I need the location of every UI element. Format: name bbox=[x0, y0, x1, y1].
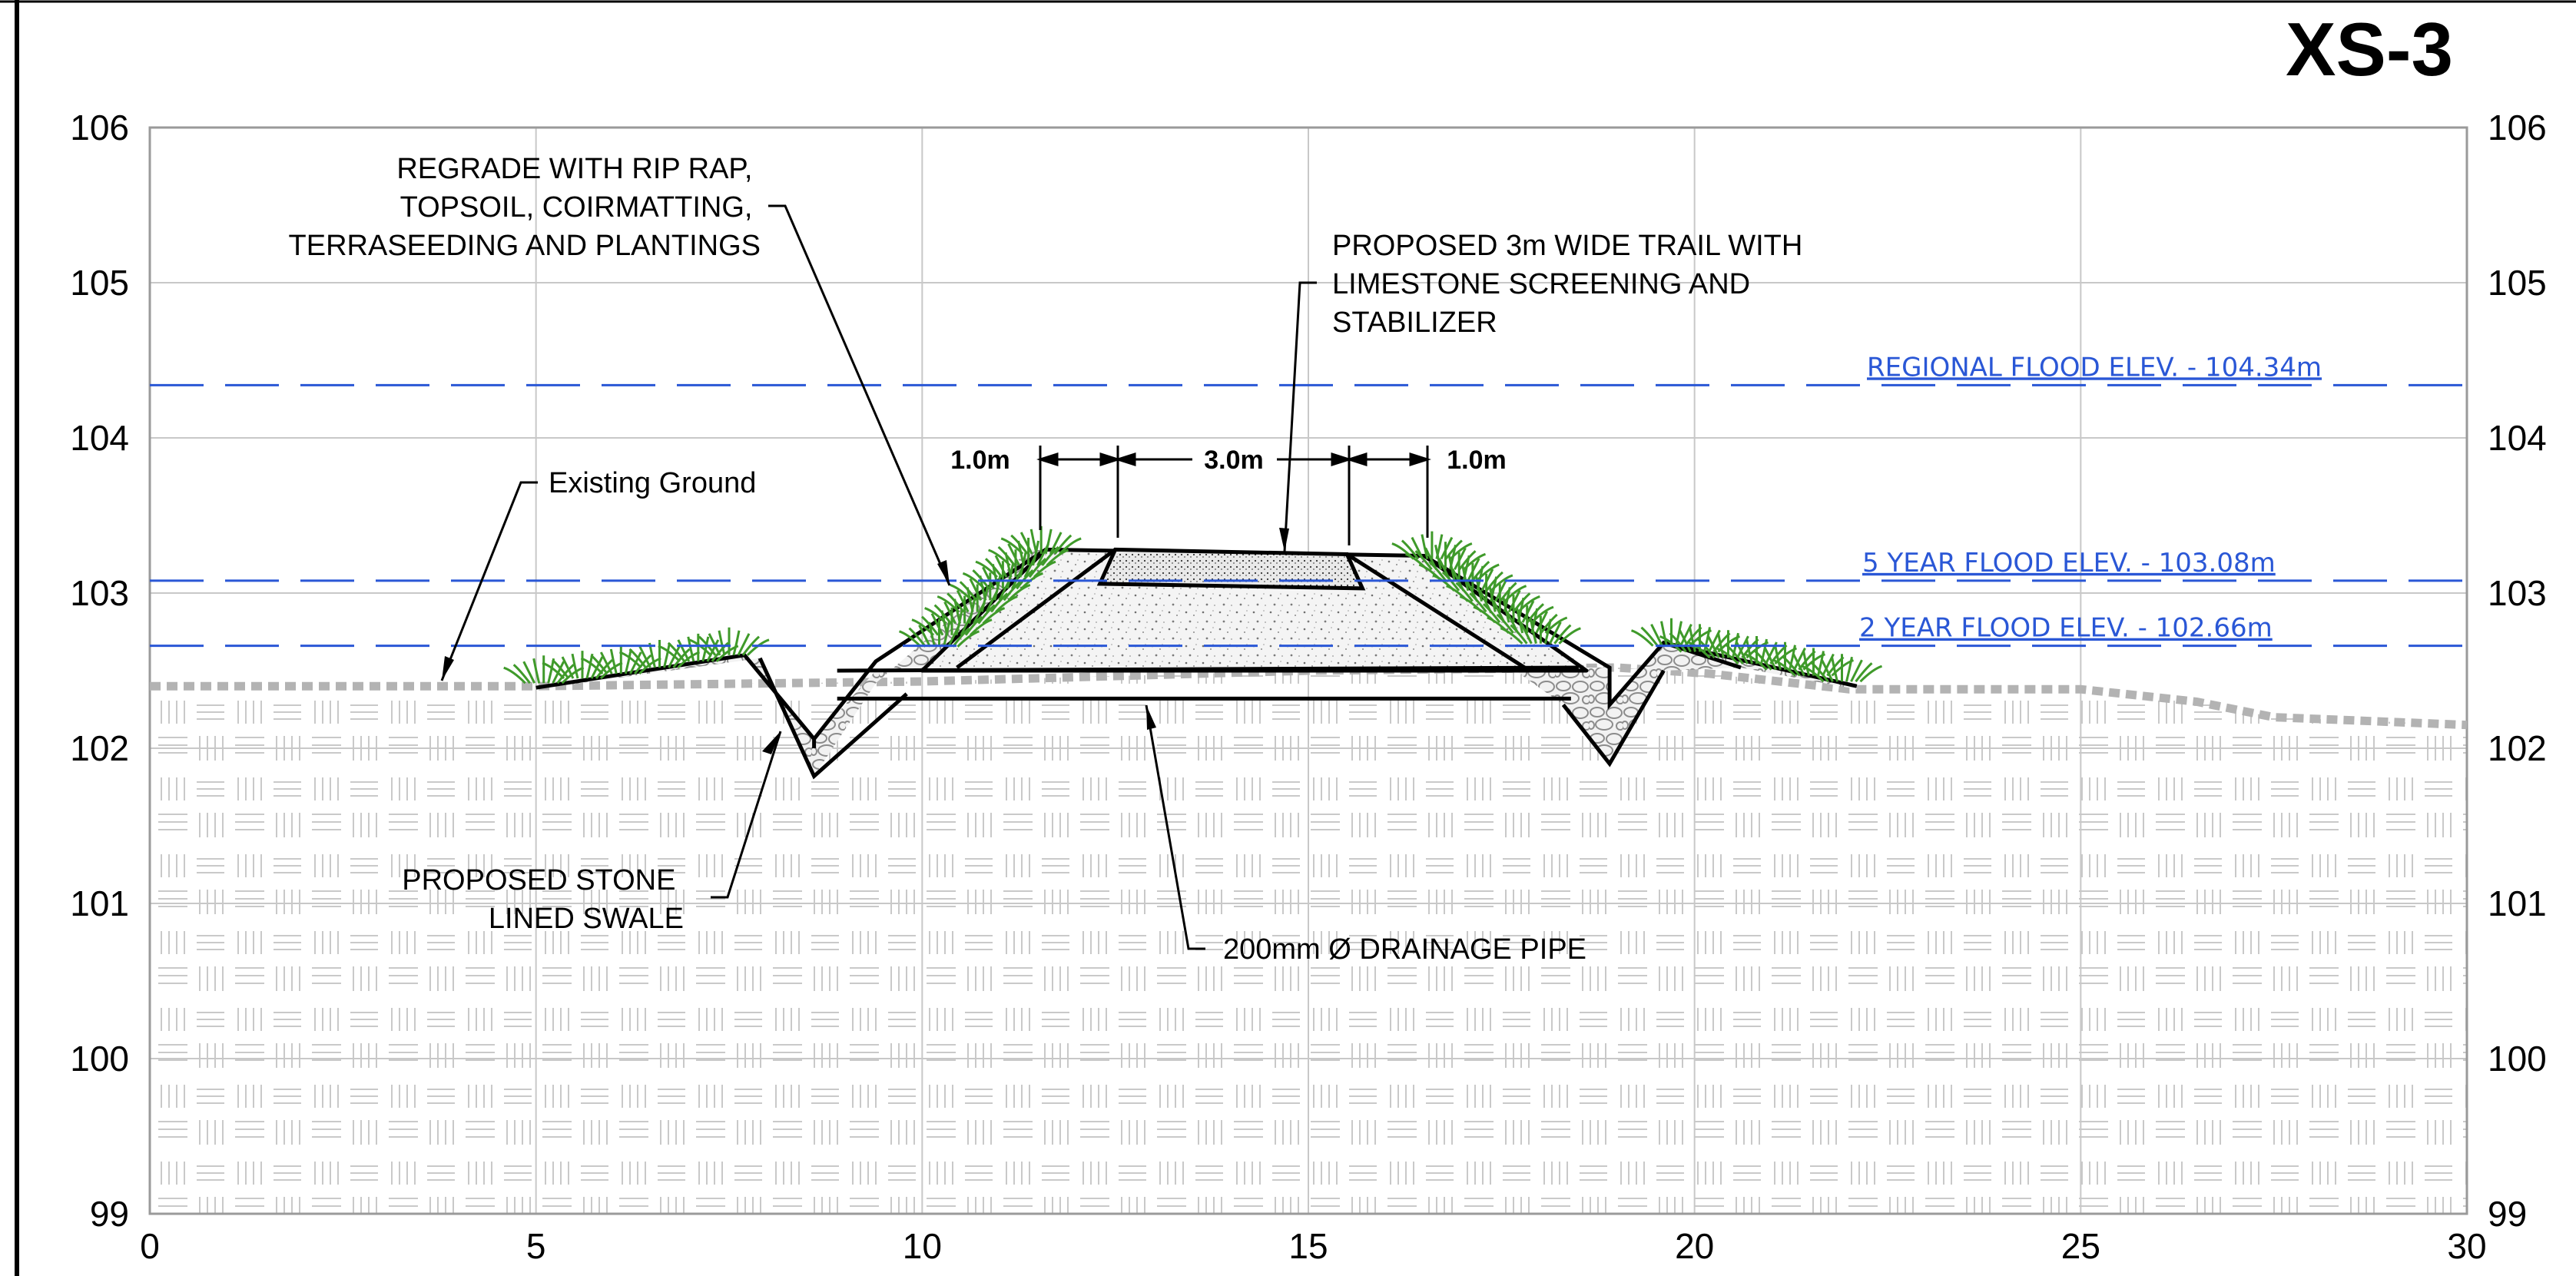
y-tick-label: 102 bbox=[70, 728, 129, 768]
y-tick-label: 101 bbox=[70, 883, 129, 923]
swale-note: PROPOSED STONE LINED SWALE bbox=[402, 864, 684, 935]
limestone-trail-surface bbox=[1096, 547, 1366, 591]
y-tick-label: 104 bbox=[70, 418, 129, 458]
y-tick-label: 103 bbox=[2488, 573, 2547, 613]
y-tick-label: 106 bbox=[70, 108, 129, 147]
regrade-note-line: TOPSOIL, COIRMATTING, bbox=[400, 191, 753, 224]
dimension-center: 3.0m bbox=[1204, 446, 1264, 475]
plant-tuft bbox=[1500, 615, 1581, 645]
leader-lines bbox=[440, 204, 1317, 950]
flood-label: 5 YEAR FLOOD ELEV. - 103.08m bbox=[1862, 548, 2276, 578]
leader-arrowheads bbox=[442, 528, 1289, 754]
regrade-note-line: TERRASEEDING AND PLANTINGS bbox=[289, 230, 761, 262]
plant-tuft bbox=[1744, 641, 1826, 671]
y-tick-label: 101 bbox=[2488, 883, 2547, 923]
y-tick-label: 105 bbox=[2488, 263, 2547, 303]
plot-frame bbox=[148, 126, 2468, 1215]
y-axis-left: 99 100 101 102 103 104 105 106 bbox=[70, 108, 129, 1234]
x-tick-label: 15 bbox=[1288, 1226, 1328, 1266]
regrade-note: REGRADE WITH RIP RAP, TOPSOIL, COIRMATTI… bbox=[289, 153, 761, 262]
existing-ground-note: Existing Ground bbox=[549, 467, 756, 499]
flood-lines: REGIONAL FLOOD ELEV. - 104.34m 5 YEAR FLO… bbox=[150, 352, 2467, 648]
regrade-note-line: REGRADE WITH RIP RAP, bbox=[396, 153, 752, 185]
plant-tuft bbox=[503, 655, 585, 684]
plant-tuft bbox=[1000, 525, 1082, 555]
dimension-left: 1.0m bbox=[950, 446, 1010, 475]
x-tick-label: 5 bbox=[526, 1226, 546, 1266]
x-tick-label: 20 bbox=[1675, 1226, 1714, 1266]
y-tick-label: 99 bbox=[2488, 1194, 2527, 1234]
plant-tuft bbox=[688, 627, 770, 656]
trail-note: PROPOSED 3m WIDE TRAIL WITH LIMESTONE SC… bbox=[1332, 230, 1811, 339]
x-tick-label: 25 bbox=[2061, 1226, 2100, 1266]
y-tick-label: 99 bbox=[90, 1194, 129, 1234]
trail-note-line: PROPOSED 3m WIDE TRAIL WITH bbox=[1332, 230, 1802, 262]
embankment-slope-lines bbox=[956, 548, 1526, 670]
y-tick-label: 103 bbox=[70, 573, 129, 613]
x-tick-label: 30 bbox=[2447, 1226, 2486, 1266]
x-axis: 0 5 10 15 20 25 30 bbox=[140, 1226, 2486, 1266]
y-tick-label: 102 bbox=[2488, 728, 2547, 768]
existing-ground-line bbox=[150, 663, 2468, 730]
x-tick-label: 10 bbox=[903, 1226, 942, 1266]
flood-label: REGIONAL FLOOD ELEV. - 104.34m bbox=[1867, 352, 2322, 383]
x-tick-label: 0 bbox=[140, 1226, 160, 1266]
swale-note-line: LINED SWALE bbox=[489, 903, 684, 935]
y-tick-label: 100 bbox=[70, 1039, 129, 1079]
dimension-right: 1.0m bbox=[1447, 446, 1507, 475]
y-tick-label: 105 bbox=[70, 263, 129, 303]
plant-tuft bbox=[1772, 648, 1855, 677]
plant-tuft bbox=[1659, 624, 1741, 653]
y-tick-label: 104 bbox=[2488, 418, 2547, 458]
y-axis-right: 99 100 101 102 103 104 105 106 bbox=[2488, 108, 2547, 1234]
plant-tuft bbox=[1716, 636, 1798, 665]
trail-note-line: LIMESTONE SCREENING AND bbox=[1332, 268, 1750, 300]
pipe-note: 200mm Ø DRAINAGE PIPE bbox=[1223, 933, 1586, 966]
y-tick-label: 100 bbox=[2488, 1039, 2547, 1079]
y-tick-label: 106 bbox=[2488, 108, 2547, 147]
trail-note-line: STABILIZER bbox=[1332, 307, 1497, 339]
trail-dimensions bbox=[1036, 446, 1431, 545]
plant-tuft bbox=[1630, 618, 1712, 647]
drawing-title: XS-3 bbox=[2286, 7, 2453, 91]
plant-tuft bbox=[542, 651, 623, 680]
flood-label: 2 YEAR FLOOD ELEV. - 102.66m bbox=[1859, 613, 2273, 644]
vegetation-plantings bbox=[503, 525, 1883, 684]
plant-tuft bbox=[1801, 654, 1883, 683]
swale-note-line: PROPOSED STONE bbox=[402, 864, 675, 897]
embankment-base-line bbox=[837, 665, 1579, 673]
